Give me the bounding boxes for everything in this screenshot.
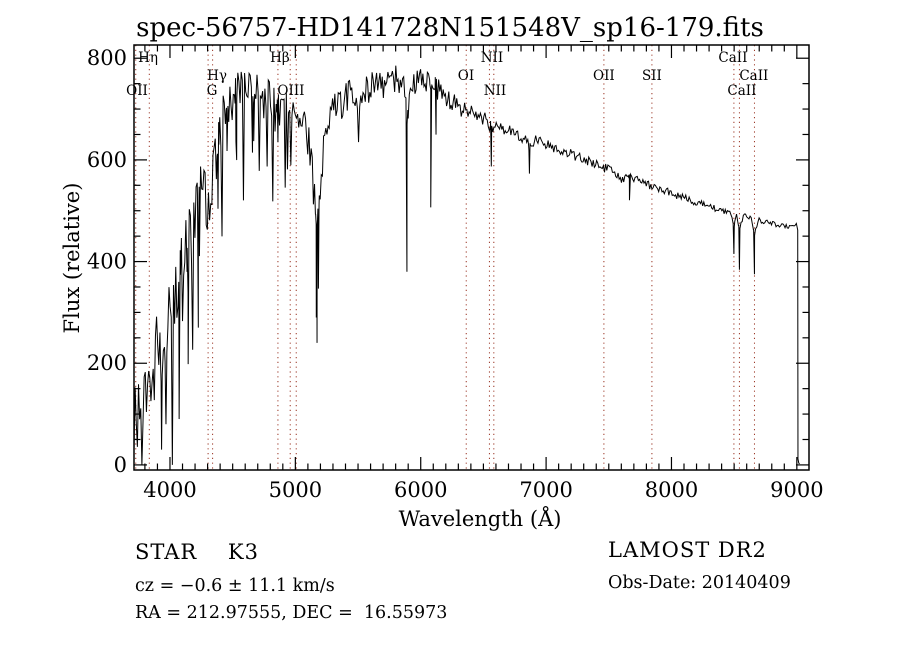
- x-tick-label: 4000: [143, 478, 196, 502]
- cz-label: cz = −0.6 ± 11.1 km/s: [135, 576, 335, 596]
- page-title: spec-56757-HD141728N151548V_sp16-179.fit…: [136, 13, 764, 43]
- spectral-line-label: CaII: [727, 83, 756, 99]
- survey-label: LAMOST DR2: [608, 538, 767, 562]
- x-tick-label: 6000: [394, 478, 447, 502]
- x-tick-label: 8000: [645, 478, 698, 502]
- spectral-line-label: OI: [458, 68, 474, 84]
- y-tick-label: 800: [87, 46, 127, 70]
- spectral-line-label: Hγ: [207, 68, 227, 84]
- spectral-line-label: OIII: [277, 83, 304, 99]
- spectral-line-label: OII: [593, 68, 615, 84]
- x-tick-label: 5000: [269, 478, 322, 502]
- spectral-line-label: Hβ: [270, 50, 290, 66]
- spectral-line-label: G: [207, 83, 218, 99]
- spectral-line-label: CaII: [718, 50, 747, 66]
- spectral-line-label: NII: [484, 83, 506, 99]
- y-tick-label: 400: [87, 250, 127, 274]
- y-tick-label: 600: [87, 148, 127, 172]
- x-axis-label: Wavelength (Å): [398, 507, 562, 531]
- spectral-line-label: Hη: [138, 50, 158, 66]
- obsdate-label: Obs-Date: 20140409: [608, 573, 791, 593]
- spectrum-trace: [133, 65, 800, 465]
- plot-frame: [133, 44, 810, 471]
- spectral-line-label: SII: [642, 68, 662, 84]
- spectral-line-label: CaII: [739, 68, 768, 84]
- radec-label: RA = 212.97555, DEC = 16.55973: [135, 603, 448, 623]
- x-tick-label: 9000: [770, 478, 823, 502]
- star-class-label: STAR K3: [135, 540, 259, 564]
- spectral-line-label: OII: [126, 83, 148, 99]
- x-tick-label: 7000: [519, 478, 572, 502]
- y-tick-label: 0: [114, 453, 127, 477]
- y-axis-label: Flux (relative): [60, 182, 84, 334]
- spectral-line-label: NII: [481, 50, 503, 66]
- y-tick-label: 200: [87, 351, 127, 375]
